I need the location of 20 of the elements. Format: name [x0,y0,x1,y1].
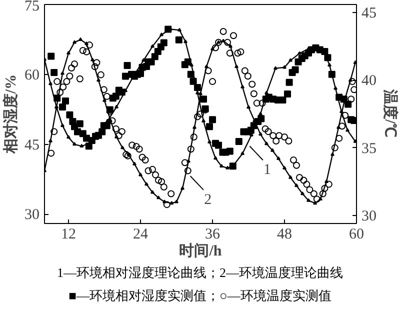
y-tick-label: 75 [24,0,40,14]
y2-tick-label: 35 [362,140,376,157]
y2-tick-label: 40 [362,73,376,90]
y-tick-label: 45 [24,137,40,154]
y-axis-title: 相对湿度/% [2,74,20,155]
y2-tick-label: 45 [362,6,376,22]
x-tick-label: 12 [61,226,76,242]
annotation: 2 [204,192,212,208]
y2-axis-title: 温度/℃ [382,88,400,138]
x-tick-label: 48 [277,226,292,242]
x-tick-label: 60 [349,226,364,242]
y-tick-label: 60 [24,67,40,84]
text: ■—环境相对湿度实测值；○—环境温度实测值 [68,286,332,305]
x-tick-label: 24 [133,226,148,242]
annotation: 1 [264,162,271,178]
x-axis-title: 时间/h [179,242,222,260]
y2-tick-label: 30 [362,208,376,224]
y-tick-label: 30 [24,207,40,224]
text: 1—环境相对湿度理论曲线；2—环境温度理论曲线 [57,264,343,282]
x-tick-label: 36 [205,226,220,242]
